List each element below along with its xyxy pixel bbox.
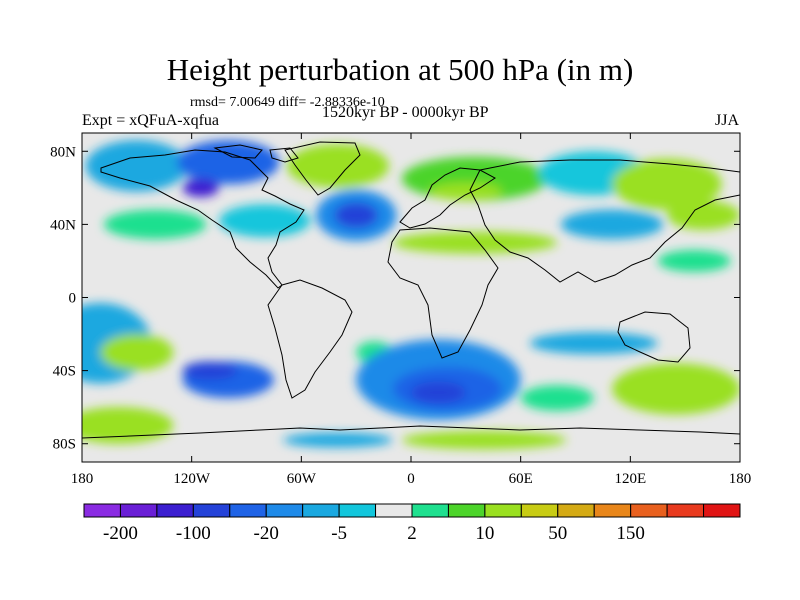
field-region-2 [182, 178, 220, 197]
field-region-10 [666, 200, 740, 230]
colorbar-label-3: -5 [331, 523, 347, 544]
colorbar-box-6 [302, 503, 340, 518]
colorbar-box-11 [484, 503, 522, 518]
colorbar-box-14 [593, 503, 632, 518]
colorbar-box-7 [338, 503, 377, 518]
field-region-26 [612, 363, 740, 415]
colorbar-box-10 [447, 503, 486, 518]
x-tick-label-1: 120W [173, 471, 211, 487]
colorbar-box-5 [265, 503, 304, 518]
field-region-28 [401, 430, 567, 450]
colorbar-box-17 [703, 503, 741, 518]
colorbar-box-0 [83, 503, 121, 518]
colorbar-box-9 [411, 503, 449, 518]
colorbar: -200 -100 -20 -5 2 10 50 150 [83, 503, 741, 544]
x-tick-label-6: 180 [729, 471, 752, 487]
colorbar-box-2 [156, 503, 194, 518]
y-tick-label-2: 0 [69, 291, 77, 307]
colorbar-label-2: -20 [254, 523, 279, 544]
x-tick-label-3: 0 [407, 471, 415, 487]
y-tick-label-0: 80N [50, 144, 76, 160]
y-axis: 80N 40N 0 40S 80S [50, 144, 740, 453]
field-region-15 [657, 249, 731, 272]
x-tick-label-2: 60W [287, 471, 317, 487]
field-region-7 [429, 182, 503, 201]
coastline-europe [399, 167, 496, 229]
colorbar-label-4: 2 [407, 523, 417, 544]
field-region-19 [182, 361, 238, 380]
height-field [82, 140, 740, 450]
colorbar-box-16 [666, 503, 705, 518]
period-label: 1520kyr BP - 0000kyr BP [322, 104, 489, 121]
colorbar-labels: -200 -100 -20 -5 2 10 50 150 [103, 523, 645, 544]
coastline-antarctica [82, 425, 740, 439]
colorbar-label-1: -100 [176, 523, 211, 544]
colorbar-boxes [83, 503, 741, 518]
y-tick-label-3: 40S [53, 364, 76, 380]
experiment-label: Expt = xQFuA-xqfua [82, 112, 220, 129]
field-region-24 [411, 381, 466, 404]
x-tick-label-0: 180 [71, 471, 94, 487]
field-region-0 [85, 140, 189, 192]
colorbar-label-5: 10 [475, 523, 494, 544]
colorbar-label-6: 50 [548, 523, 567, 544]
coastline-asia [469, 159, 740, 283]
map-area: 180 120W 60W 0 60E 120E 180 80N 40N 0 40S 80S [50, 132, 752, 487]
x-axis: 180 120W 60W 0 60E 120E 180 [71, 133, 752, 487]
x-tick-label-4: 60E [509, 471, 533, 487]
y-tick-label-4: 80S [53, 437, 76, 453]
colorbar-box-8 [375, 503, 413, 518]
map-title: Height perturbation at 500 hPa (in m) [166, 52, 634, 87]
field-region-1 [177, 140, 280, 185]
coastline-africa [387, 227, 499, 359]
field-region-29 [283, 432, 393, 448]
colorbar-box-3 [192, 503, 231, 518]
coastline-australia [617, 311, 691, 363]
colorbar-label-0: -200 [103, 523, 138, 544]
field-region-11 [103, 209, 207, 240]
colorbar-box-1 [119, 503, 158, 518]
field-region-3 [286, 143, 390, 188]
colorbar-box-13 [557, 503, 595, 518]
coastline-greenland [284, 141, 361, 196]
colorbar-label-7: 150 [616, 523, 645, 544]
coastline-south-america [267, 279, 353, 399]
field-region-12 [219, 204, 311, 238]
field-region-13 [392, 231, 558, 254]
field-region-20 [82, 407, 174, 444]
field-region-25 [529, 332, 658, 355]
field-region-27 [520, 385, 594, 411]
colorbar-box-15 [630, 503, 668, 518]
colorbar-box-4 [229, 503, 267, 518]
coastlines [82, 141, 740, 439]
stats-line: rmsd= 7.00649 diff= -2.88336e-10 [190, 95, 385, 110]
field-region-5 [334, 202, 379, 229]
x-tick-label-5: 120E [614, 471, 646, 487]
colorbar-box-12 [520, 503, 559, 518]
season-label: JJA [715, 112, 740, 129]
y-tick-label-1: 40N [50, 217, 76, 233]
field-region-9 [612, 158, 722, 210]
field-region-17 [100, 334, 174, 371]
field-region-14 [560, 209, 664, 240]
